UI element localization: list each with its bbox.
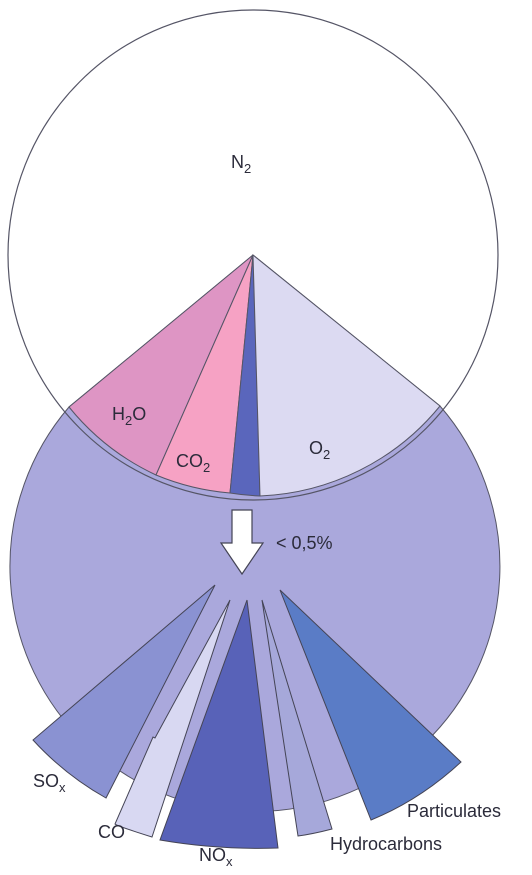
label-h2o: H2O bbox=[112, 404, 146, 428]
label-o2: O2 bbox=[309, 438, 330, 462]
trace-fan bbox=[32, 584, 462, 849]
fan-segment-nox bbox=[159, 599, 279, 849]
label-nox: NOx bbox=[199, 845, 233, 869]
label-sox: SOx bbox=[33, 771, 66, 795]
label-co: CO bbox=[98, 822, 125, 842]
label-hydrocarbons: Hydrocarbons bbox=[330, 834, 442, 854]
slice-o2 bbox=[252, 253, 441, 497]
slice-h2o bbox=[68, 254, 254, 476]
fan-segment-hydrocarbons bbox=[261, 599, 333, 837]
fan-segment-sox bbox=[32, 584, 216, 799]
pie-outline bbox=[7, 9, 499, 501]
arrow-label: < 0,5% bbox=[276, 533, 333, 553]
label-co2: CO2 bbox=[176, 451, 210, 475]
fan-segment-co bbox=[114, 599, 231, 838]
down-arrow-icon bbox=[219, 509, 265, 576]
label-particulates: Particulates bbox=[407, 801, 501, 821]
label-n2: N2 bbox=[231, 152, 251, 176]
fan-segment-particulates bbox=[279, 589, 462, 821]
